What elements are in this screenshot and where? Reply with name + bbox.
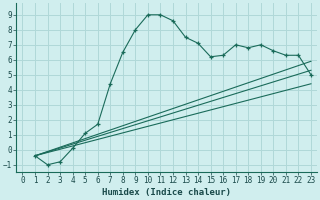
X-axis label: Humidex (Indice chaleur): Humidex (Indice chaleur) <box>102 188 231 197</box>
